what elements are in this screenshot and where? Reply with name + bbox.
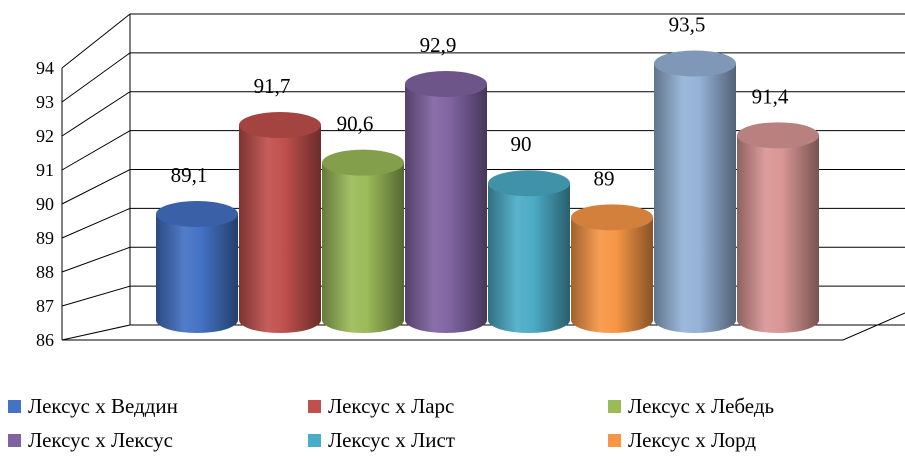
data-label: 91,4 — [752, 84, 789, 108]
bar — [239, 112, 321, 333]
bar — [322, 149, 404, 333]
gridline — [61, 13, 905, 69]
legend-item-leksus: Лексус х Лексус — [8, 427, 308, 453]
legend-label-lord: Лексус х Лорд — [628, 427, 757, 452]
bar-body — [322, 162, 404, 333]
bar-body — [488, 183, 570, 333]
y-tick-label: 89 — [36, 228, 54, 248]
data-label: 89,1 — [171, 163, 208, 187]
data-label: 90 — [511, 132, 532, 156]
legend-label-veddin: Лексус х Веддин — [28, 393, 178, 418]
data-label: 92,9 — [420, 33, 457, 57]
bar-body — [571, 217, 653, 333]
bar — [654, 50, 736, 333]
bar-cap — [322, 149, 404, 176]
y-tick-label: 86 — [36, 330, 54, 350]
bar-cap — [737, 122, 819, 149]
y-axis-ticks: 86 87 88 89 90 91 92 93 94 — [36, 58, 54, 350]
bar-body — [239, 125, 321, 333]
data-label: 91,7 — [254, 74, 291, 98]
legend-swatch-veddin — [8, 399, 21, 413]
bar-cap — [488, 170, 570, 197]
legend-item-lars: Лексус х Ларс — [308, 393, 608, 419]
legend-swatch-leksus — [8, 433, 21, 447]
bar-body — [405, 84, 487, 334]
grid-layer — [61, 13, 905, 341]
y-tick-label: 88 — [36, 262, 54, 282]
bar — [571, 204, 653, 333]
y-tick-label: 92 — [36, 126, 54, 146]
data-label: 89 — [594, 166, 615, 190]
bar — [405, 71, 487, 334]
legend: Лексус х Веддин Лексус х Ларс Лексус х Л… — [8, 393, 898, 453]
bar-cap — [571, 204, 653, 231]
y-tick-label: 90 — [36, 194, 54, 214]
legend-item-list: Лексус х Лист — [308, 427, 608, 453]
legend-label-lars: Лексус х Ларс — [328, 393, 455, 418]
legend-swatch-lars — [308, 399, 321, 413]
bar-cap — [405, 71, 487, 98]
bar — [737, 122, 819, 333]
y-tick-label: 94 — [36, 58, 54, 78]
y-tick-label: 93 — [36, 92, 54, 112]
legend-item-veddin: Лексус х Веддин — [8, 393, 308, 419]
bar-body — [654, 63, 736, 333]
legend-label-leksus: Лексус х Лексус — [28, 427, 173, 452]
bar-body — [737, 135, 819, 333]
legend-swatch-lord — [608, 433, 621, 447]
bar — [488, 170, 570, 333]
legend-label-list: Лексус х Лист — [328, 427, 455, 452]
legend-swatch-list — [308, 433, 321, 447]
data-label: 90,6 — [337, 112, 374, 136]
bar-cap — [239, 112, 321, 139]
legend-item-lord: Лексус х Лорд — [608, 427, 898, 453]
legend-swatch-lebed — [608, 399, 621, 413]
bar-cap — [654, 50, 736, 77]
legend-label-lebed: Лексус х Лебедь — [628, 393, 775, 418]
floor-edge — [62, 312, 905, 341]
bar — [156, 200, 238, 333]
bar-cap — [156, 200, 238, 227]
data-labels: 89,1 91,7 90,6 92,9 90 89 93,5 91,4 — [171, 13, 789, 191]
bar-body — [156, 213, 238, 333]
legend-item-lebed: Лексус х Лебедь — [608, 393, 898, 419]
bars-layer — [156, 50, 819, 334]
y-tick-label: 91 — [36, 160, 54, 180]
data-label: 93,5 — [669, 13, 706, 37]
y-tick-label: 87 — [36, 296, 54, 316]
